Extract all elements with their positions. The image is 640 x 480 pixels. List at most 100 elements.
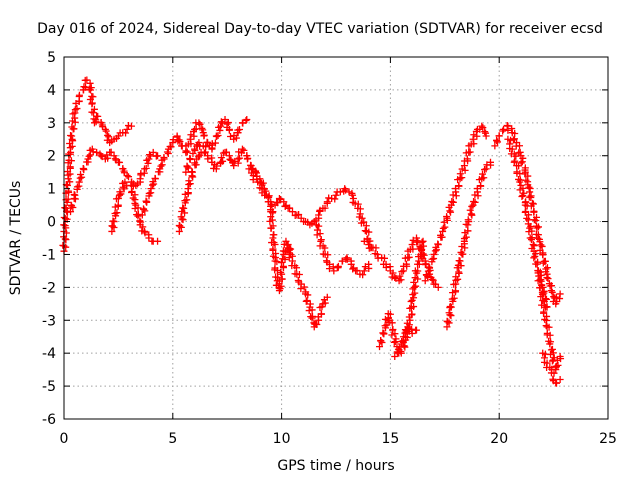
data-marker-track-a — [98, 121, 106, 129]
data-marker-track-j — [315, 222, 323, 230]
data-marker-track-j — [359, 271, 367, 279]
data-marker-track-f — [185, 177, 193, 185]
data-marker-track-n — [455, 182, 463, 190]
data-marker-track-a — [67, 132, 75, 139]
data-marker-track-d — [169, 136, 177, 144]
data-marker-track-q — [516, 178, 524, 186]
data-marker-track-n — [437, 231, 445, 239]
data-marker-track-e — [219, 157, 227, 165]
data-marker-track-r — [536, 268, 544, 276]
y-tick-label: -4 — [42, 346, 56, 362]
data-marker-track-o — [452, 273, 460, 281]
data-marker-track-d — [224, 119, 232, 127]
x-axis-label: GPS time / hours — [277, 458, 394, 474]
data-marker-track-d — [198, 124, 206, 132]
data-marker-track-l — [407, 297, 415, 305]
x-tick-label: 5 — [168, 431, 177, 447]
data-marker-track-p — [546, 282, 554, 290]
data-marker-track-n — [466, 148, 474, 156]
data-marker-track-q — [526, 234, 534, 242]
chart-title: Day 016 of 2024, Sidereal Day-to-day VTE… — [37, 21, 603, 37]
data-marker-track-d — [176, 138, 184, 146]
y-tick-label: 5 — [47, 50, 56, 66]
data-marker-track-g — [349, 191, 357, 199]
data-marker-track-d — [214, 131, 222, 139]
data-marker-track-a — [102, 127, 110, 135]
data-marker-track-n — [446, 207, 454, 215]
data-marker-track-h — [277, 268, 285, 276]
data-marker-track-l — [414, 260, 422, 268]
data-marker-track-k — [409, 245, 417, 253]
data-point-track-n — [469, 135, 477, 143]
y-tick-label: -5 — [42, 379, 56, 395]
data-marker-track-c — [114, 201, 122, 209]
data-marker-track-b — [77, 171, 85, 179]
y-axis-label: SDTVAR / TECUs — [8, 181, 24, 296]
data-marker-track-n — [461, 166, 469, 174]
data-marker-track-p — [539, 251, 547, 259]
data-point-track-k — [373, 250, 381, 258]
data-marker-track-b — [146, 151, 154, 159]
data-marker-track-j — [353, 267, 361, 275]
data-marker-track-n — [481, 128, 489, 136]
data-marker-track-r — [537, 293, 545, 301]
data-marker-track-q — [532, 260, 540, 268]
data-point-track-a — [101, 125, 109, 133]
data-point-track-m — [399, 333, 407, 341]
data-marker-track-l — [410, 303, 418, 311]
data-marker-track-a — [122, 129, 130, 137]
data-marker-track-a — [86, 96, 94, 104]
data-marker-track-c — [109, 217, 117, 225]
data-marker-track-a — [61, 222, 69, 230]
data-point-track-b — [123, 171, 131, 179]
data-marker-track-c — [141, 229, 149, 237]
data-point-track-j — [365, 260, 373, 268]
data-marker-track-b — [120, 167, 128, 175]
data-marker-track-f — [195, 153, 203, 161]
data-marker-track-l — [391, 330, 399, 338]
data-marker-track-o — [457, 262, 465, 270]
data-marker-track-q — [523, 214, 531, 222]
data-marker-track-p — [518, 158, 526, 166]
data-marker-track-p — [543, 274, 551, 282]
y-tick-label: -1 — [42, 247, 56, 263]
data-marker-track-k — [397, 276, 405, 284]
data-marker-track-k — [389, 269, 397, 277]
data-marker-track-n — [428, 255, 436, 263]
data-marker-track-a — [66, 144, 74, 152]
data-marker-track-i — [308, 314, 316, 322]
data-point-track-l — [389, 326, 397, 334]
data-marker-track-l — [390, 338, 398, 346]
data-marker-track-p — [532, 217, 540, 225]
data-point-track-d — [221, 116, 229, 124]
data-marker-track-o — [443, 317, 451, 325]
data-marker-track-a — [71, 106, 79, 114]
data-point-track-e — [230, 162, 238, 170]
data-point-track-c — [154, 237, 162, 245]
data-marker-track-d — [139, 205, 147, 213]
data-marker-track-c — [116, 188, 124, 196]
data-marker-track-p — [525, 183, 533, 191]
data-marker-track-q — [540, 289, 548, 297]
data-marker-track-p — [552, 293, 560, 301]
data-marker-track-q — [527, 223, 535, 231]
data-marker-track-g — [331, 195, 339, 203]
data-point-track-f — [184, 185, 192, 193]
data-marker-track-i — [300, 283, 308, 291]
data-point-track-m — [408, 329, 416, 337]
data-marker-track-n — [422, 271, 430, 279]
data-point-track-o — [486, 158, 494, 166]
data-marker-track-i — [312, 320, 320, 328]
data-marker-track-b — [125, 173, 133, 181]
data-point-track-q — [508, 145, 516, 153]
data-marker-track-l — [417, 251, 425, 259]
data-marker-track-p — [527, 194, 535, 202]
data-marker-track-b — [85, 152, 93, 160]
data-point-track-e — [234, 155, 242, 163]
data-marker-track-q — [516, 170, 524, 178]
data-marker-track-p — [504, 126, 512, 134]
data-marker-track-o — [466, 206, 474, 214]
data-marker-track-p — [543, 264, 551, 272]
data-marker-track-q — [523, 202, 531, 210]
data-marker-track-d — [200, 132, 208, 140]
